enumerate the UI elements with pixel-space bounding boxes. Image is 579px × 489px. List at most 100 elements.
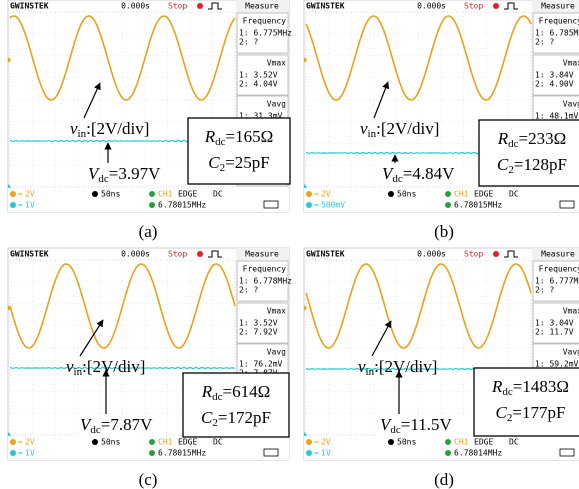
annotation: C2=128pF xyxy=(497,155,567,176)
annotation-text: :[2V/div] xyxy=(82,357,145,376)
ch2-scale: 1V xyxy=(25,449,35,458)
subscript: dc xyxy=(90,424,101,436)
annotation-text: :[2V/div] xyxy=(86,119,149,138)
annotation-text: =4.84V xyxy=(403,164,455,183)
brand: GWINSTEK xyxy=(10,2,49,11)
ch2-scale: 1V xyxy=(321,449,331,458)
measure-value: 2: 4.90V xyxy=(535,80,574,89)
annotation-text: =233Ω xyxy=(519,129,567,148)
ch1-eq: = xyxy=(18,190,23,199)
annotation-text: =3.97V xyxy=(109,164,161,183)
trigger-type: EDGE xyxy=(474,438,493,447)
ch2-scale: 1V xyxy=(25,201,35,210)
ch1-scale: 2V xyxy=(25,438,35,447)
annotation-text: :[2V/div] xyxy=(376,119,439,138)
scope-panel: GWINSTEK0.000sStopMeasureFrequency1: 6.7… xyxy=(8,0,292,241)
subscript: dc xyxy=(502,386,513,398)
measure-name: Frequency xyxy=(539,265,579,274)
run-state: Stop xyxy=(464,2,483,11)
measure-title: Measure xyxy=(541,250,575,259)
ch2-icon xyxy=(306,202,312,208)
counter: 6.78014MHz xyxy=(454,449,502,458)
annotation: Rdc=165Ω xyxy=(204,127,274,148)
ch2-eq: = xyxy=(18,449,23,458)
ch1-scale: 2V xyxy=(321,190,331,199)
measure-name: Vmax xyxy=(563,307,579,316)
stop-dot xyxy=(493,3,499,9)
measure-value: 1: 3.52V xyxy=(239,319,278,328)
measure-value: 2: ? xyxy=(239,38,258,47)
annotation-text: =177pF xyxy=(512,403,565,422)
ch1-eq: = xyxy=(18,438,23,447)
ch2-icon xyxy=(10,450,16,456)
measure-name: Vmax xyxy=(267,59,286,68)
coupling: DC xyxy=(213,190,223,199)
annotation-text: =1483Ω xyxy=(513,377,569,396)
timebase: 50ns xyxy=(101,438,120,447)
measure-title: Measure xyxy=(541,2,575,11)
measure-value: 2: 11.7V xyxy=(535,328,574,337)
annotation: Rdc=233Ω xyxy=(497,129,567,150)
annotation: C2=177pF xyxy=(496,403,566,424)
ch1-icon xyxy=(10,191,16,197)
subscript: dc xyxy=(392,173,403,185)
counter-icon xyxy=(149,202,155,208)
subscript: dc xyxy=(390,424,401,436)
trigger-type: EDGE xyxy=(178,438,197,447)
trig-icon xyxy=(149,191,155,197)
symbol: R xyxy=(491,377,503,396)
brand: GWINSTEK xyxy=(10,250,49,259)
measure-name: Frequency xyxy=(243,265,287,274)
annotation-text: =25pF xyxy=(225,153,270,172)
measure-name: Vmax xyxy=(563,59,579,68)
measure-name: Frequency xyxy=(243,17,287,26)
measure-name: Vavg xyxy=(267,348,286,357)
measure-value: 1: 3.04V xyxy=(535,319,574,328)
annotation-text: :[2V/div] xyxy=(374,357,437,376)
run-state: Stop xyxy=(168,250,187,259)
measure-value: 2: ? xyxy=(535,38,554,47)
timebase: 50ns xyxy=(397,190,416,199)
subscript: dc xyxy=(98,173,109,185)
ch2-eq: = xyxy=(314,201,319,210)
trigger-time: 0.000s xyxy=(121,2,150,11)
ch2-eq: = xyxy=(314,449,319,458)
timebase-icon xyxy=(388,439,394,445)
brand: GWINSTEK xyxy=(306,2,345,11)
counter-icon xyxy=(445,202,451,208)
timebase: 50ns xyxy=(397,438,416,447)
measure-value: 2: ? xyxy=(239,286,258,295)
measure-value: 1: 3.84V xyxy=(535,71,574,80)
ch1-icon xyxy=(10,439,16,445)
trigger-time: 0.000s xyxy=(417,250,446,259)
measure-name: Frequency xyxy=(539,17,579,26)
measure-value: 1: 6.778MHz xyxy=(239,277,292,286)
ch1-icon xyxy=(306,191,312,197)
timebase-icon xyxy=(388,191,394,197)
counter-icon xyxy=(149,450,155,456)
measure-value: 1: 3.52V xyxy=(239,71,278,80)
measure-value: 1: 6.785MHz xyxy=(535,29,579,38)
trigger-source: CH1 xyxy=(454,438,469,447)
annotation: Rdc=614Ω xyxy=(201,382,271,403)
annotation-text: =128pF xyxy=(514,155,567,174)
trig-icon xyxy=(149,439,155,445)
scope-panel: GWINSTEK0.000sStopMeasureFrequency1: 6.7… xyxy=(304,0,579,241)
subscript: dc xyxy=(215,136,226,148)
run-state: Stop xyxy=(464,250,483,259)
measure-value: 1: 6.777MHz xyxy=(535,277,579,286)
ch1-scale: 2V xyxy=(321,438,331,447)
symbol: R xyxy=(204,127,216,146)
caption: (a) xyxy=(139,222,158,241)
trig-icon xyxy=(445,439,451,445)
timebase-icon xyxy=(92,191,98,197)
counter: 6.78015MHz xyxy=(158,201,206,210)
measure-value: 1: 59.2mV xyxy=(535,360,579,369)
ch2-scale: 500mV xyxy=(321,201,345,210)
symbol: C xyxy=(208,153,220,172)
status-bar xyxy=(8,188,289,212)
stop-dot xyxy=(197,251,203,257)
measure-title: Measure xyxy=(245,250,279,259)
